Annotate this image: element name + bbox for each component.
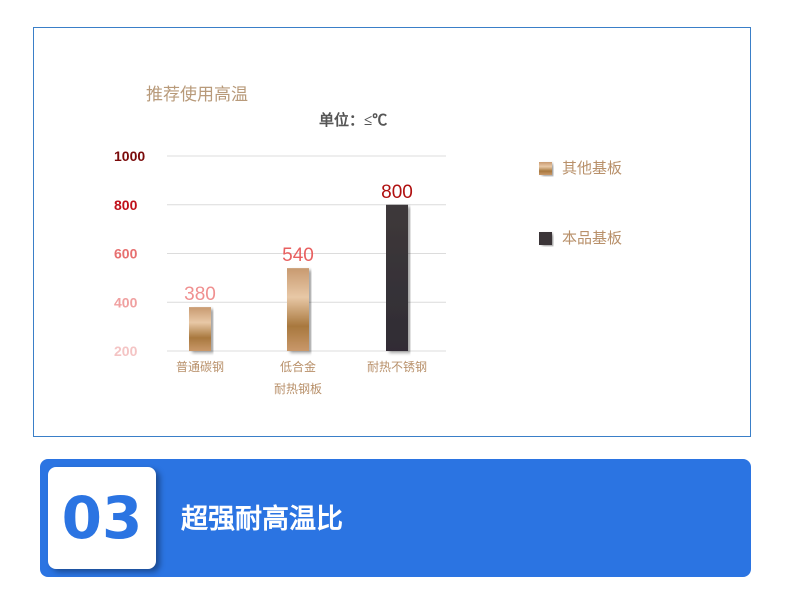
section-title: 超强耐高温比 <box>181 504 343 535</box>
legend-label: 本品基板 <box>562 229 622 247</box>
y-tick-label: 800 <box>114 197 138 213</box>
data-label: 380 <box>184 284 216 305</box>
bar <box>287 268 309 351</box>
x-tick-label: 低合金耐热钢板 <box>274 359 322 396</box>
legend-swatch <box>539 162 552 175</box>
section-banner: 03 超强耐高温比 <box>40 459 751 577</box>
bar <box>386 204 408 351</box>
chart-frame: 推荐使用高温 单位：≤℃ 200 400 600 800 1000 380 普通碳钢 540 低… <box>33 27 751 437</box>
legend-swatch <box>539 232 552 245</box>
y-tick-label: 1000 <box>114 148 145 164</box>
legend-label: 其他基板 <box>562 159 622 177</box>
chart-subtitle: 单位：≤℃ <box>319 111 387 129</box>
x-tick-label: 普通碳钢 <box>176 360 224 374</box>
data-label: 800 <box>381 182 413 203</box>
x-tick-label: 耐热不锈钢 <box>367 360 427 374</box>
section-number: 03 <box>48 467 156 569</box>
data-label: 540 <box>282 245 314 266</box>
bar-chart: 推荐使用高温 单位：≤℃ 200 400 600 800 1000 380 普通碳钢 540 低… <box>114 84 622 396</box>
y-tick-label: 600 <box>114 246 138 262</box>
chart-title: 推荐使用高温 <box>146 84 248 105</box>
y-tick-label: 200 <box>114 343 138 359</box>
y-tick-label: 400 <box>114 294 138 310</box>
bar <box>189 307 211 351</box>
